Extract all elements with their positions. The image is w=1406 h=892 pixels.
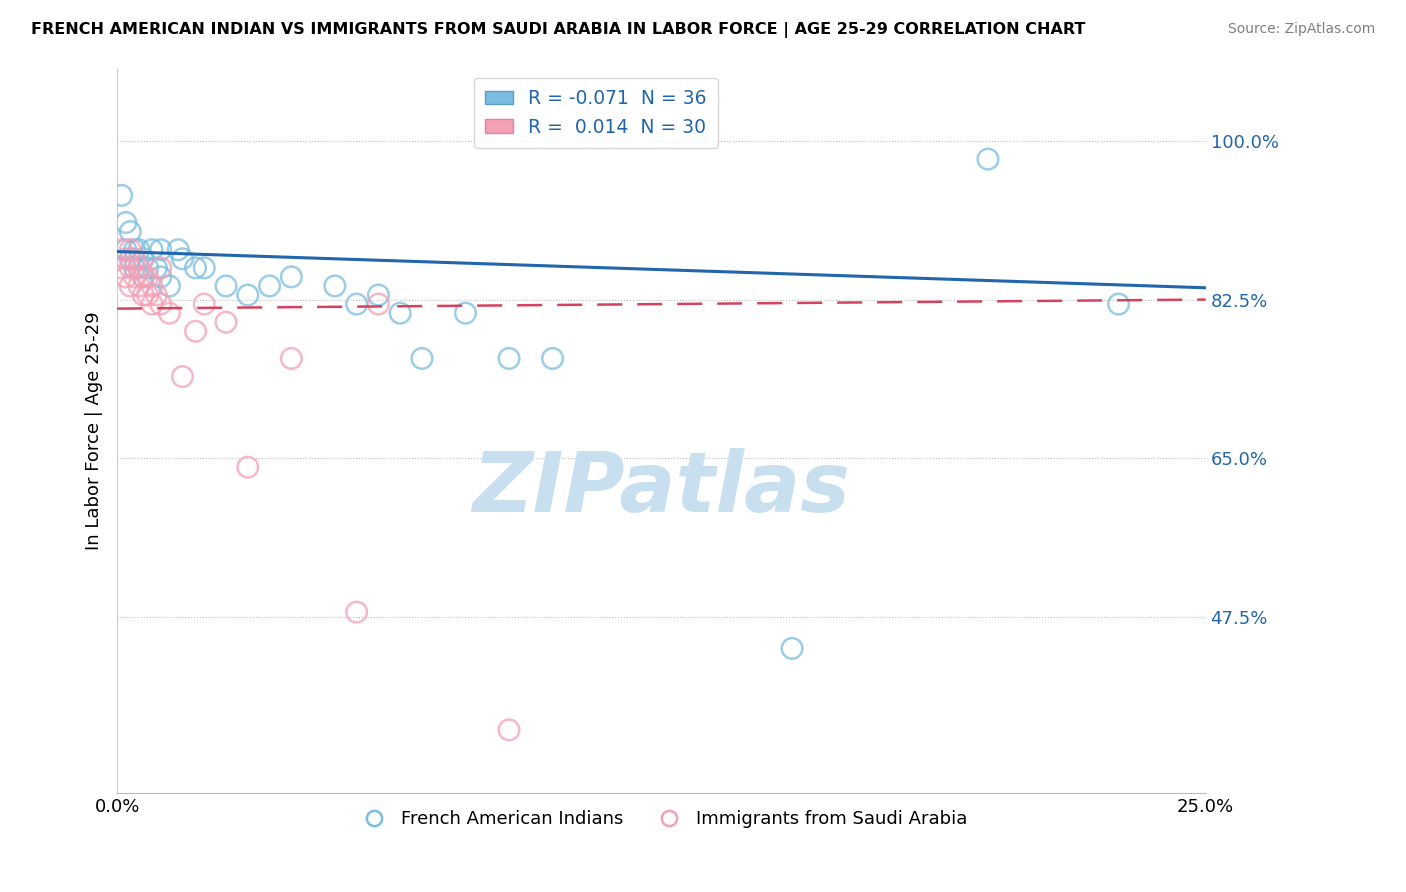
Text: Source: ZipAtlas.com: Source: ZipAtlas.com xyxy=(1227,22,1375,37)
Point xyxy=(128,243,150,257)
Point xyxy=(132,288,155,302)
Point xyxy=(346,605,368,619)
Point xyxy=(149,260,172,275)
Point xyxy=(145,288,167,302)
Point xyxy=(120,252,142,266)
Point xyxy=(128,260,150,275)
Point xyxy=(132,269,155,284)
Point xyxy=(124,260,146,275)
Point xyxy=(498,723,520,737)
Point xyxy=(184,260,207,275)
Point xyxy=(389,306,412,320)
Legend: French American Indians, Immigrants from Saudi Arabia: French American Indians, Immigrants from… xyxy=(349,803,974,835)
Point xyxy=(120,243,142,257)
Point xyxy=(149,297,172,311)
Point xyxy=(132,252,155,266)
Point xyxy=(141,243,163,257)
Point xyxy=(124,252,146,266)
Point xyxy=(136,288,159,302)
Point xyxy=(110,243,132,257)
Point xyxy=(236,460,259,475)
Y-axis label: In Labor Force | Age 25-29: In Labor Force | Age 25-29 xyxy=(86,311,103,550)
Point xyxy=(977,152,1000,166)
Point xyxy=(110,260,132,275)
Point xyxy=(115,269,138,284)
Point xyxy=(367,297,389,311)
Point xyxy=(780,641,803,656)
Point xyxy=(159,306,181,320)
Point xyxy=(141,297,163,311)
Point xyxy=(172,252,194,266)
Point xyxy=(120,279,142,293)
Point xyxy=(159,279,181,293)
Point xyxy=(280,351,302,366)
Point xyxy=(1108,297,1130,311)
Point xyxy=(193,297,215,311)
Point xyxy=(120,260,142,275)
Text: ZIPatlas: ZIPatlas xyxy=(472,449,851,530)
Point xyxy=(120,225,142,239)
Point xyxy=(124,243,146,257)
Point xyxy=(115,252,138,266)
Point xyxy=(346,297,368,311)
Point xyxy=(149,243,172,257)
Point xyxy=(323,279,346,293)
Point xyxy=(215,279,238,293)
Point xyxy=(541,351,564,366)
Point xyxy=(128,279,150,293)
Point xyxy=(367,288,389,302)
Point xyxy=(236,288,259,302)
Point xyxy=(141,279,163,293)
Point xyxy=(172,369,194,384)
Point xyxy=(115,215,138,229)
Point xyxy=(280,269,302,284)
Point xyxy=(149,269,172,284)
Point xyxy=(128,260,150,275)
Point xyxy=(454,306,477,320)
Point xyxy=(193,260,215,275)
Point xyxy=(184,324,207,338)
Point xyxy=(132,269,155,284)
Point xyxy=(259,279,281,293)
Point xyxy=(215,315,238,329)
Point xyxy=(110,188,132,202)
Point xyxy=(136,260,159,275)
Point xyxy=(136,269,159,284)
Point xyxy=(145,260,167,275)
Point xyxy=(124,269,146,284)
Point xyxy=(498,351,520,366)
Point xyxy=(115,243,138,257)
Point xyxy=(167,243,190,257)
Text: FRENCH AMERICAN INDIAN VS IMMIGRANTS FROM SAUDI ARABIA IN LABOR FORCE | AGE 25-2: FRENCH AMERICAN INDIAN VS IMMIGRANTS FRO… xyxy=(31,22,1085,38)
Point xyxy=(411,351,433,366)
